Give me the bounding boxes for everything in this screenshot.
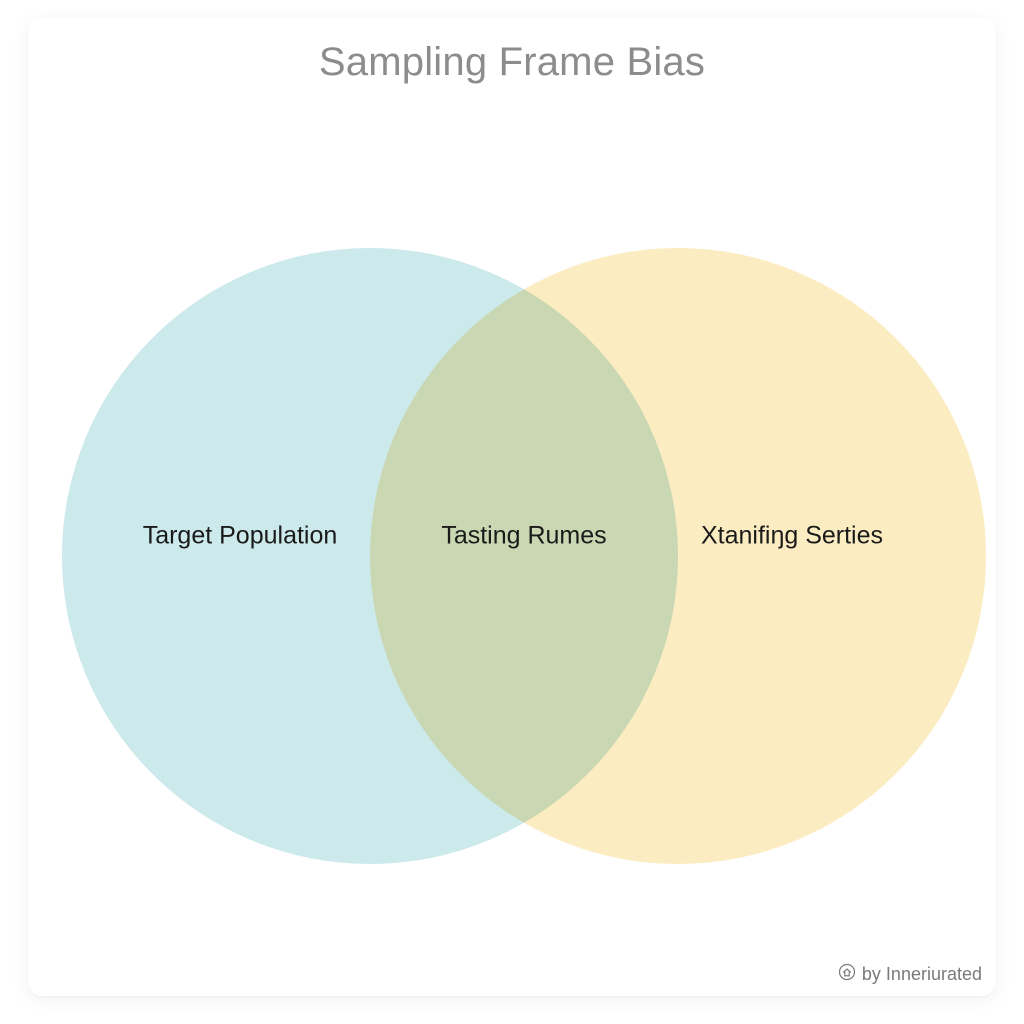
venn-diagram <box>0 0 1024 1024</box>
venn-label-left: Target Population <box>143 522 338 551</box>
attribution: by Inneriurated <box>838 963 982 986</box>
attribution-text: by Inneriurated <box>862 964 982 985</box>
venn-label-intersection: Tasting Rumes <box>441 522 606 551</box>
venn-label-right: Xtanifiŋg Serties <box>701 522 883 551</box>
home-icon <box>838 963 856 986</box>
venn-circle-right <box>370 248 986 864</box>
